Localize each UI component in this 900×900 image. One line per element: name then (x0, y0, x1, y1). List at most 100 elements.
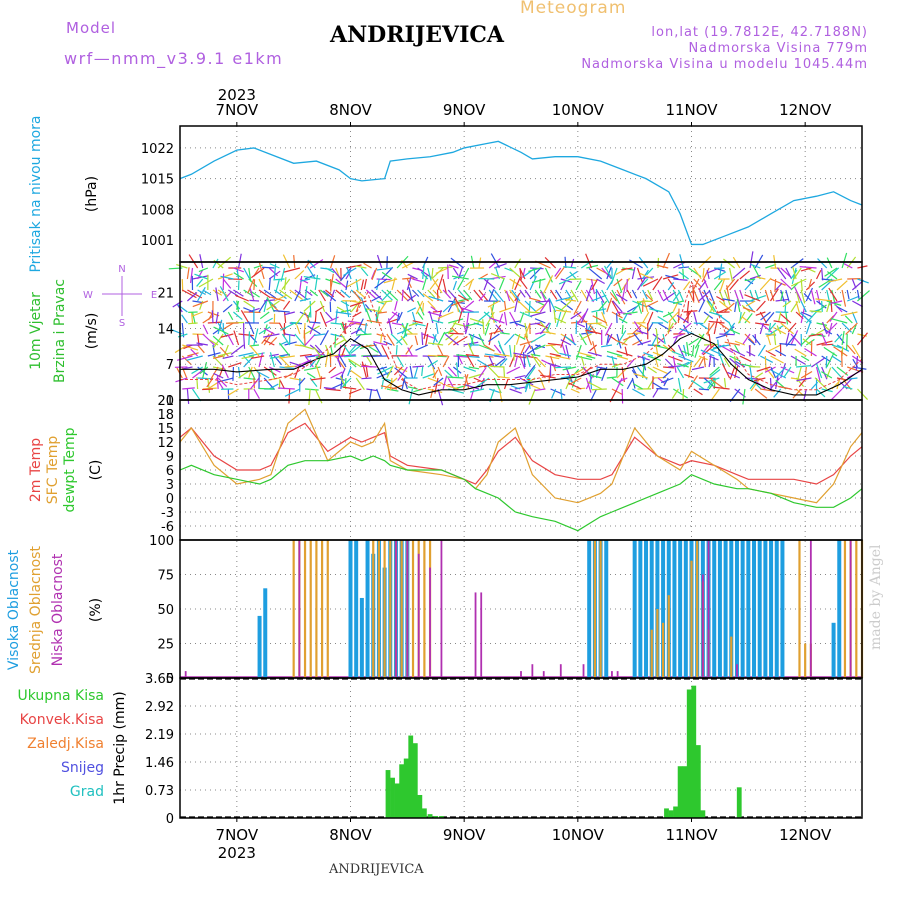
wind-barb (715, 333, 730, 339)
wind-barb (377, 366, 393, 375)
wind-barb (790, 258, 804, 269)
wind-barb (745, 300, 756, 307)
wind-barb (463, 374, 469, 390)
wind-barb (686, 300, 690, 316)
wind-barb (340, 322, 346, 332)
pressure-unit-label: (hPa) (84, 176, 100, 212)
wind-barb (601, 289, 610, 304)
wind-barb (366, 319, 382, 324)
wind-barb (238, 352, 254, 357)
wind-barb (314, 388, 323, 404)
cloud-bar-1 (855, 540, 858, 678)
wind-barb (294, 269, 305, 280)
wind-barb (335, 355, 346, 370)
wind-barb (610, 267, 618, 285)
wind-barb (409, 365, 414, 379)
wind-barb (800, 267, 812, 272)
wind-barb (196, 278, 204, 287)
cloud-bar-1 (661, 622, 665, 678)
wind-barb (515, 333, 521, 345)
wind-barb (431, 319, 444, 324)
bottom-day-label: 8NOV (329, 826, 372, 844)
wind-barb (779, 343, 797, 346)
wind-barb (642, 298, 649, 313)
wind-barb (314, 274, 319, 291)
top-year-label: 2023 (218, 86, 256, 104)
wind-barb (427, 354, 439, 357)
wind-barb (596, 366, 603, 376)
wind-barb (394, 300, 398, 311)
wind-barb (780, 322, 794, 335)
wind-barb (759, 322, 764, 335)
wind-barb (667, 355, 683, 362)
wind-barb (518, 344, 526, 359)
wind-barb (478, 257, 482, 269)
cloud-bar-2 (440, 540, 443, 678)
pressure-axis-label: Pritisak na nivou mora (28, 115, 44, 272)
precip-tick-label: 0 (166, 812, 174, 827)
wind-barb (647, 289, 653, 300)
wind-barb (834, 333, 843, 343)
cloud-axis-label-0: Visoka Oblacnost (6, 549, 22, 670)
wind-barb (561, 300, 572, 310)
wind-barb (759, 277, 772, 291)
wind-barb (694, 333, 705, 349)
wind-barb (336, 306, 347, 313)
wind-barb (524, 322, 529, 339)
wind-barb (514, 322, 528, 328)
wind-barb (555, 289, 563, 301)
precip-bar (682, 766, 688, 818)
wind-barb (727, 371, 741, 379)
wind-barb (277, 387, 295, 390)
wind-barb (371, 289, 383, 300)
cloud-bar-0 (769, 540, 774, 678)
wind-barb (386, 365, 394, 379)
wind-barb (249, 299, 260, 302)
wind-barb (347, 366, 352, 377)
wind-barb (706, 300, 715, 313)
wind-barb (728, 267, 733, 282)
wind-barb (217, 289, 228, 297)
wind-barb (463, 289, 473, 301)
top-day-label: 9NOV (443, 101, 486, 119)
wind-barb (742, 306, 756, 313)
wind-barb (703, 355, 706, 368)
wind-barb (830, 317, 848, 324)
precip-bar (439, 816, 444, 818)
wind-barb (631, 300, 643, 313)
compass-w: W (83, 290, 93, 301)
wind-barb (715, 312, 730, 324)
wind-barb (350, 300, 367, 307)
model-label: Model (66, 19, 117, 37)
cloud-bar-1 (315, 540, 318, 678)
cloud-bar-2 (474, 592, 477, 678)
wind-barb (830, 300, 833, 313)
precip-bar (695, 745, 701, 818)
wind-barb (792, 267, 802, 281)
wind-barb (363, 262, 372, 269)
wind-barb (682, 324, 690, 335)
cloud-bar-2 (480, 592, 483, 678)
wind-barb (484, 353, 500, 357)
wind-barb (464, 384, 480, 390)
wind-barb (587, 351, 602, 357)
wind-barb (519, 377, 534, 386)
wind-barb (468, 279, 473, 291)
wind-barb (233, 272, 244, 280)
wind-barb (642, 269, 649, 280)
wind-barb (606, 334, 610, 346)
wind-barb (304, 286, 308, 302)
temp-axis-label-0: 2m Temp (28, 438, 44, 502)
wind-tick-label: 21 (157, 287, 174, 302)
cloud-bar-0 (712, 540, 717, 678)
precip-bar (664, 808, 669, 818)
wind-barb (457, 278, 465, 291)
wind-barb (288, 388, 291, 404)
wind-barb (243, 333, 246, 349)
wind-barb (514, 296, 519, 313)
wind-barb (676, 366, 685, 379)
cloud-axis-label-2: Niska Oblacnost (50, 553, 66, 666)
wind-barb (774, 278, 777, 292)
precip-tick-label: 3.65 (145, 672, 174, 687)
cloud-bar-0 (263, 588, 268, 678)
